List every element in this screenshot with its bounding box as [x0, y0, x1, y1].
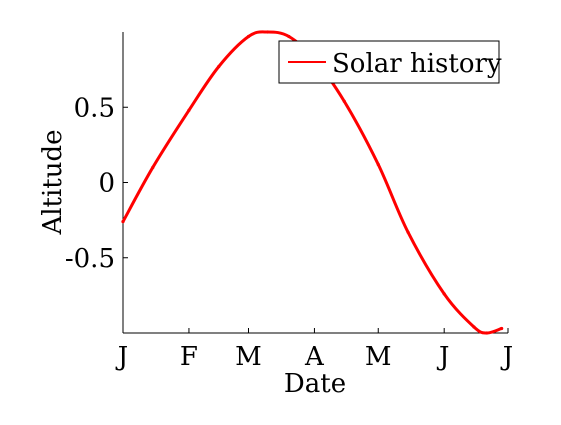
series-point — [246, 34, 251, 39]
x-tick-label: J — [115, 342, 128, 372]
series-point — [500, 326, 504, 331]
series-point — [187, 108, 191, 112]
x-tick-label: J — [500, 342, 513, 372]
x-axis-label: Date — [284, 369, 346, 399]
x-tick-label: J — [436, 342, 449, 372]
series-point — [442, 292, 446, 296]
y-tick-label: -0.5 — [65, 244, 115, 274]
series-point — [287, 34, 291, 39]
series-point — [376, 162, 380, 167]
ticks: J F M A M J J 0.5 0 -0.5 — [65, 93, 513, 372]
series-point — [472, 325, 476, 329]
series-point — [342, 99, 346, 103]
y-tick-label: 0 — [98, 169, 115, 199]
series-point — [485, 331, 489, 335]
series-point — [217, 65, 221, 69]
x-tick-label: F — [180, 342, 198, 372]
y-axis-label: Altitude — [38, 129, 68, 235]
x-tick-label: M — [365, 342, 392, 372]
legend: Solar history — [278, 40, 502, 84]
legend-label: Solar history — [332, 49, 502, 79]
y-tick-label: 0.5 — [74, 93, 115, 123]
x-tick-label: M — [235, 342, 262, 372]
series-point — [406, 230, 410, 234]
x-tick-label: A — [304, 342, 325, 372]
series-point — [121, 220, 125, 224]
series-point — [266, 30, 270, 34]
series-point — [151, 165, 155, 170]
